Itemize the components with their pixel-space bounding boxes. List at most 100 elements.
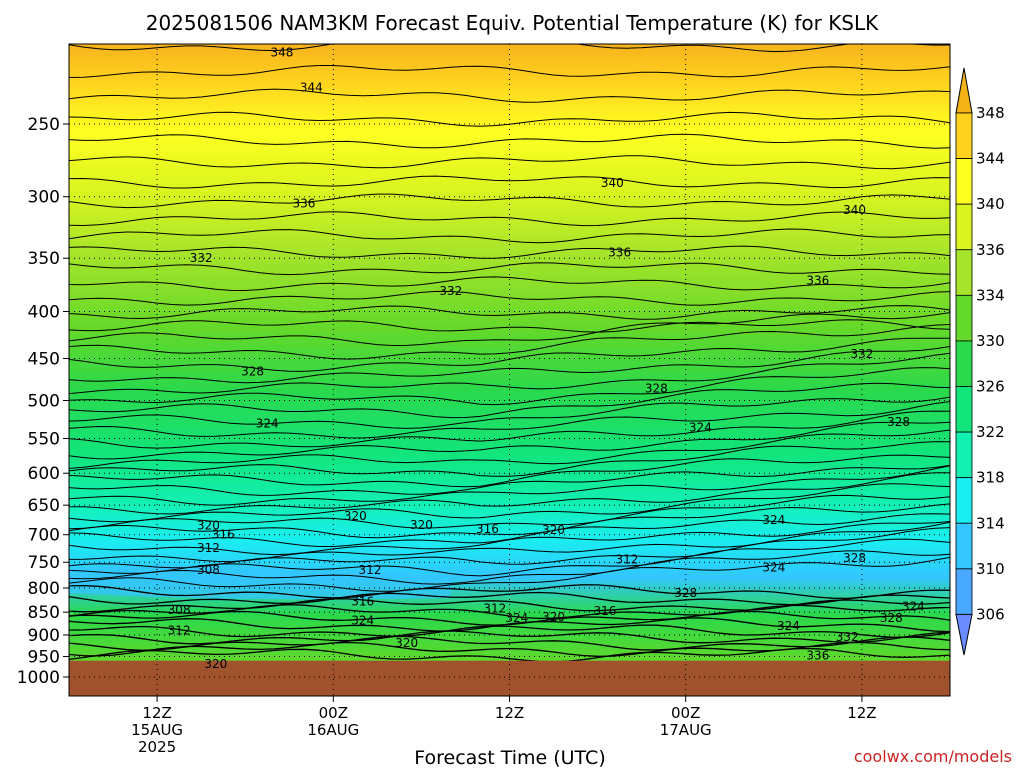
contour-line <box>69 550 950 585</box>
colorbar-label: 326 <box>976 378 1005 396</box>
y-tick-label: 500 <box>28 392 60 412</box>
contour-label: 320 <box>410 518 433 532</box>
colorbar-label: 314 <box>976 514 1005 532</box>
contour-label: 320 <box>542 523 565 537</box>
colorbar-swatch <box>955 386 973 433</box>
contour-line <box>69 228 950 244</box>
colorbar-label: 318 <box>976 469 1005 487</box>
colorbar-swatch <box>955 249 973 296</box>
y-tick-label: 400 <box>28 302 60 322</box>
contour-line <box>69 44 950 53</box>
contour-label: 336 <box>806 273 829 287</box>
colorbar-label: 348 <box>976 104 1005 122</box>
colorbar-swatch <box>955 203 973 251</box>
contour-label: 316 <box>593 604 616 618</box>
contour-line <box>69 465 950 506</box>
colorbar-label: 306 <box>976 605 1005 623</box>
colorbar-swatch <box>955 431 973 479</box>
contour-label: 336 <box>292 196 315 210</box>
y-tick-label: 750 <box>28 553 60 573</box>
contour-line <box>69 472 950 515</box>
grid-lines <box>69 44 950 696</box>
contour-label: 328 <box>843 551 866 565</box>
contour-line <box>69 324 950 360</box>
x-tick-label: 12Z <box>142 704 171 722</box>
contour-label: 320 <box>344 509 367 523</box>
contour-line <box>69 193 950 209</box>
contour-line <box>69 429 950 469</box>
contour-label: 324 <box>351 614 374 628</box>
y-tick-label: 250 <box>28 115 60 135</box>
contour-line <box>69 538 950 577</box>
colorbar-swatch <box>955 294 973 342</box>
contour-line <box>69 598 950 613</box>
contour-line <box>69 290 950 306</box>
contour-label: 328 <box>674 586 697 600</box>
contour-label: 336 <box>608 245 631 259</box>
y-tick-label: 350 <box>28 249 60 269</box>
contour-label: 316 <box>212 528 235 542</box>
colorbar-top-arrow <box>955 67 973 114</box>
colorbar-label: 334 <box>976 286 1005 304</box>
x-tick-label: 00Z <box>319 704 348 722</box>
contour-label: 312 <box>483 601 506 615</box>
contour-line <box>69 88 950 103</box>
contour-label: 336 <box>806 649 829 663</box>
contour-label: 308 <box>168 603 191 617</box>
y-axis: 250 300 350 400 450 500 550 600 650 700 750 800 850 9… <box>17 115 69 688</box>
colorbar-label: 322 <box>976 423 1005 441</box>
contour-label: 320 <box>197 518 220 532</box>
contour-label: 312 <box>168 624 191 638</box>
contour-line <box>69 211 950 227</box>
colorbar-swatch <box>955 340 973 387</box>
x-tick-label: 16AUG <box>307 721 359 739</box>
contour-label: 320 <box>542 610 565 624</box>
colorbar-swatch <box>955 158 973 205</box>
colorbar-label: 310 <box>976 560 1005 578</box>
contour-label: 316 <box>351 595 374 609</box>
y-tick-label: 1000 <box>17 668 60 688</box>
contour-line <box>69 352 950 395</box>
x-axis-label: Forecast Time (UTC) <box>414 747 605 768</box>
y-tick-label: 600 <box>28 464 60 484</box>
contour-line <box>69 319 950 333</box>
contour-line <box>69 65 950 78</box>
contour-label: 320 <box>395 636 418 650</box>
contour-label: 312 <box>359 563 382 577</box>
contour-label: 308 <box>197 563 220 577</box>
contour-label: 324 <box>505 611 528 625</box>
contour-line <box>69 421 950 460</box>
colorbar-label: 344 <box>976 150 1005 168</box>
contour-label: 312 <box>616 553 639 567</box>
y-tick-label: 650 <box>28 496 60 516</box>
cyan-pocket <box>69 565 451 600</box>
contour-line <box>69 454 950 488</box>
x-tick-label: 17AUG <box>660 721 712 739</box>
contour-label: 316 <box>476 522 499 536</box>
y-tick-label: 300 <box>28 188 60 208</box>
y-tick-label: 900 <box>28 626 60 646</box>
contour-label: 328 <box>241 365 264 379</box>
contour-line <box>69 464 950 496</box>
contour-label: 328 <box>887 415 910 429</box>
y-tick-label: 850 <box>28 603 60 623</box>
contour-labels: 3483443403403363363363323323323283283283… <box>168 46 925 671</box>
x-tick-label: 2025 <box>138 738 176 756</box>
contour-line <box>69 175 950 189</box>
contour-label: 332 <box>850 347 873 361</box>
x-tick-label: 00Z <box>671 704 700 722</box>
contour-line <box>69 346 950 384</box>
contour-label: 328 <box>645 381 668 395</box>
colorbar-label: 336 <box>976 241 1005 259</box>
contour-line <box>69 556 950 592</box>
contour-label: 320 <box>204 657 227 671</box>
plot-area: 3483443403403363363363323323323283283283… <box>69 44 950 696</box>
field-bands <box>69 565 451 600</box>
contour-line <box>69 382 950 419</box>
contour-label: 332 <box>439 284 462 298</box>
colorbar-swatch <box>955 477 973 524</box>
contour-line <box>69 641 950 657</box>
contour-line <box>69 635 950 651</box>
